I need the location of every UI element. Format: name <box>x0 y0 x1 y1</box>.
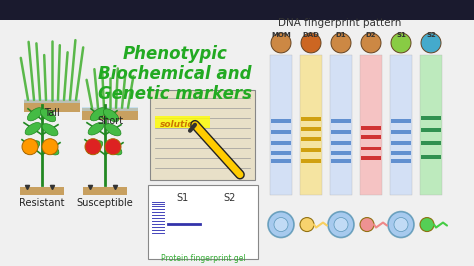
Text: Short: Short <box>97 116 123 126</box>
Text: S2: S2 <box>224 193 236 203</box>
Text: S2: S2 <box>426 32 436 38</box>
Bar <box>391 130 411 134</box>
Circle shape <box>391 33 411 53</box>
Bar <box>420 55 442 195</box>
Bar <box>331 151 351 155</box>
Circle shape <box>42 139 58 155</box>
Bar <box>361 147 381 151</box>
Bar <box>82 107 138 111</box>
Bar <box>271 159 291 163</box>
Bar <box>331 141 351 145</box>
Ellipse shape <box>88 123 104 135</box>
Bar <box>361 126 381 130</box>
Bar <box>391 141 411 145</box>
Circle shape <box>394 218 408 231</box>
Circle shape <box>420 218 434 231</box>
Bar <box>301 137 321 141</box>
Text: Biochemical and: Biochemical and <box>98 65 252 83</box>
Bar <box>270 55 292 195</box>
Text: Phenotypic: Phenotypic <box>123 45 228 63</box>
Ellipse shape <box>105 124 121 136</box>
Circle shape <box>388 211 414 238</box>
Bar <box>271 130 291 134</box>
Circle shape <box>334 218 348 231</box>
Ellipse shape <box>103 109 118 122</box>
Bar <box>300 55 322 195</box>
Bar <box>361 135 381 139</box>
Bar <box>391 159 411 163</box>
Bar <box>24 99 80 103</box>
Circle shape <box>361 33 381 53</box>
Ellipse shape <box>40 109 55 122</box>
Text: Protein fingerprint gel: Protein fingerprint gel <box>161 255 246 264</box>
Bar <box>82 108 138 120</box>
Circle shape <box>105 139 121 155</box>
Bar <box>391 151 411 155</box>
Bar <box>271 119 291 123</box>
Circle shape <box>300 218 314 231</box>
Bar <box>390 55 412 195</box>
Ellipse shape <box>91 108 106 121</box>
Text: S1: S1 <box>396 32 406 38</box>
Bar <box>391 119 411 123</box>
Circle shape <box>271 33 291 53</box>
Circle shape <box>328 211 354 238</box>
Bar <box>0 246 474 265</box>
Bar <box>20 187 64 195</box>
Bar <box>148 185 258 259</box>
Ellipse shape <box>27 108 43 121</box>
Bar <box>421 128 441 132</box>
Ellipse shape <box>43 143 59 155</box>
Text: Susceptible: Susceptible <box>77 198 133 207</box>
Circle shape <box>421 33 441 53</box>
Text: S1: S1 <box>177 193 189 203</box>
Text: DNA fingerprint pattern: DNA fingerprint pattern <box>278 18 401 28</box>
Circle shape <box>85 139 101 155</box>
Bar <box>421 155 441 159</box>
Ellipse shape <box>106 143 122 155</box>
Text: Resistant: Resistant <box>19 198 65 207</box>
Ellipse shape <box>87 141 103 154</box>
Circle shape <box>360 218 374 231</box>
Circle shape <box>301 33 321 53</box>
Bar <box>330 55 352 195</box>
Text: Tall: Tall <box>44 108 60 118</box>
Ellipse shape <box>25 123 41 135</box>
Text: solution: solution <box>160 120 201 129</box>
Bar <box>301 127 321 131</box>
Text: Genetic markers: Genetic markers <box>98 85 252 103</box>
Bar <box>0 0 474 20</box>
Text: D1: D1 <box>336 32 346 38</box>
Bar <box>83 187 127 195</box>
Bar <box>361 156 381 160</box>
Bar <box>271 151 291 155</box>
Bar <box>331 159 351 163</box>
Circle shape <box>268 211 294 238</box>
Circle shape <box>22 139 38 155</box>
Bar <box>24 100 80 112</box>
Bar <box>155 116 210 128</box>
Bar <box>150 90 255 180</box>
Ellipse shape <box>42 124 58 136</box>
Circle shape <box>331 33 351 53</box>
Bar <box>331 130 351 134</box>
Bar <box>301 117 321 121</box>
Bar <box>331 119 351 123</box>
Bar <box>271 141 291 145</box>
Ellipse shape <box>24 141 40 154</box>
Bar <box>360 55 382 195</box>
Bar <box>421 141 441 145</box>
Bar <box>301 148 321 152</box>
Text: DAD: DAD <box>302 32 319 38</box>
Text: MOM: MOM <box>271 32 291 38</box>
Bar <box>421 116 441 120</box>
Text: D2: D2 <box>366 32 376 38</box>
Circle shape <box>274 218 288 231</box>
Bar <box>301 159 321 163</box>
